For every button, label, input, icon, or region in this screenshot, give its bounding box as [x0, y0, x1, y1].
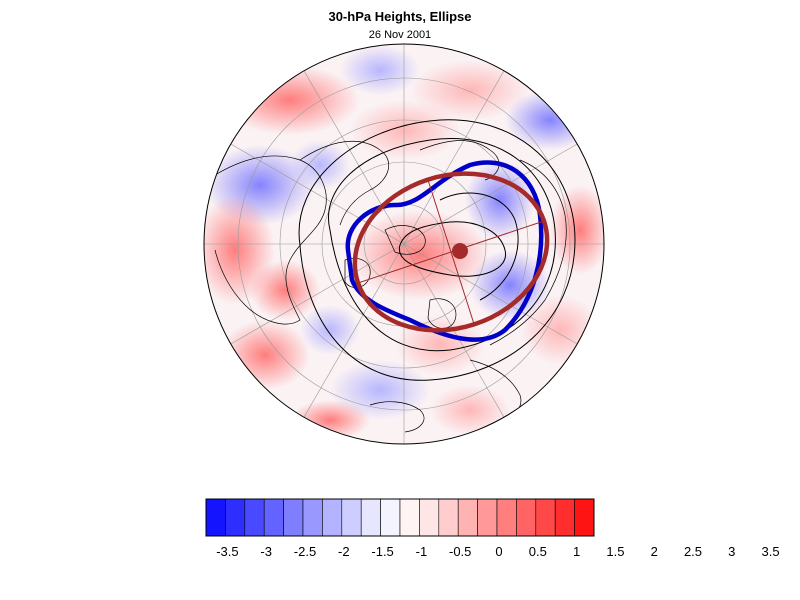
colorbar-swatch	[322, 498, 343, 537]
colorbar-swatch	[283, 498, 304, 537]
colorbar-tick-label: -3	[260, 544, 272, 559]
colorbar-swatch	[244, 498, 265, 537]
colorbar-frame	[205, 498, 595, 537]
colorbar-tick-label: 0.5	[529, 544, 547, 559]
colorbar-swatch	[380, 498, 401, 537]
colorbar-tick-label: 1	[573, 544, 580, 559]
fitted-ellipse	[352, 171, 550, 333]
colorbar-tick-label: -1.5	[371, 544, 393, 559]
ellipse-axes	[357, 179, 545, 325]
chart-date: 26 Nov 2001	[368, 29, 432, 41]
colorbar-swatch	[225, 498, 246, 537]
colorbar-swatch	[535, 498, 556, 537]
colorbar-swatch	[399, 498, 420, 537]
colorbar-swatch	[477, 498, 498, 537]
colorbar-tick-label: 2	[651, 544, 658, 559]
colorbar-tick-label: 1.5	[606, 544, 624, 559]
polar-map	[203, 43, 605, 445]
colorbar-swatch	[438, 498, 459, 537]
colorbar-swatch	[205, 498, 226, 537]
colorbar-tick-label: 3	[728, 544, 735, 559]
colorbar-tick-label: 3.5	[762, 544, 780, 559]
meridian-line	[230, 143, 405, 245]
meridian-line	[403, 143, 578, 245]
colorbar-swatch	[457, 498, 478, 537]
colorbar-tick-label: -1	[416, 544, 428, 559]
colorbar-tick-label: -3.5	[216, 544, 238, 559]
colorbar-tick-label: 0	[495, 544, 502, 559]
meridian-line	[403, 70, 505, 245]
colorbar-swatch	[263, 498, 284, 537]
meridian-line	[303, 70, 405, 245]
colorbar-swatch	[302, 498, 323, 537]
colorbar-swatch	[419, 498, 440, 537]
chart-title: 30-hPa Heights, Ellipse	[328, 9, 472, 24]
colorbar-swatch	[574, 498, 595, 537]
map-boundary	[203, 43, 605, 445]
colorbar-swatch	[496, 498, 517, 537]
colorbar-tick-label: -2	[338, 544, 350, 559]
colorbar-swatch	[341, 498, 362, 537]
coastlines	[214, 140, 567, 433]
meridian-line	[230, 243, 405, 345]
colorbar-swatch	[516, 498, 537, 537]
colorbar-swatch	[360, 498, 381, 537]
colorbar-tick-label: -0.5	[449, 544, 471, 559]
colorbar-swatch	[554, 498, 575, 537]
vortex-center-marker	[452, 243, 468, 259]
colorbar-tick-label: -2.5	[294, 544, 316, 559]
height-contours	[298, 119, 576, 381]
colorbar-tick-label: 2.5	[684, 544, 702, 559]
